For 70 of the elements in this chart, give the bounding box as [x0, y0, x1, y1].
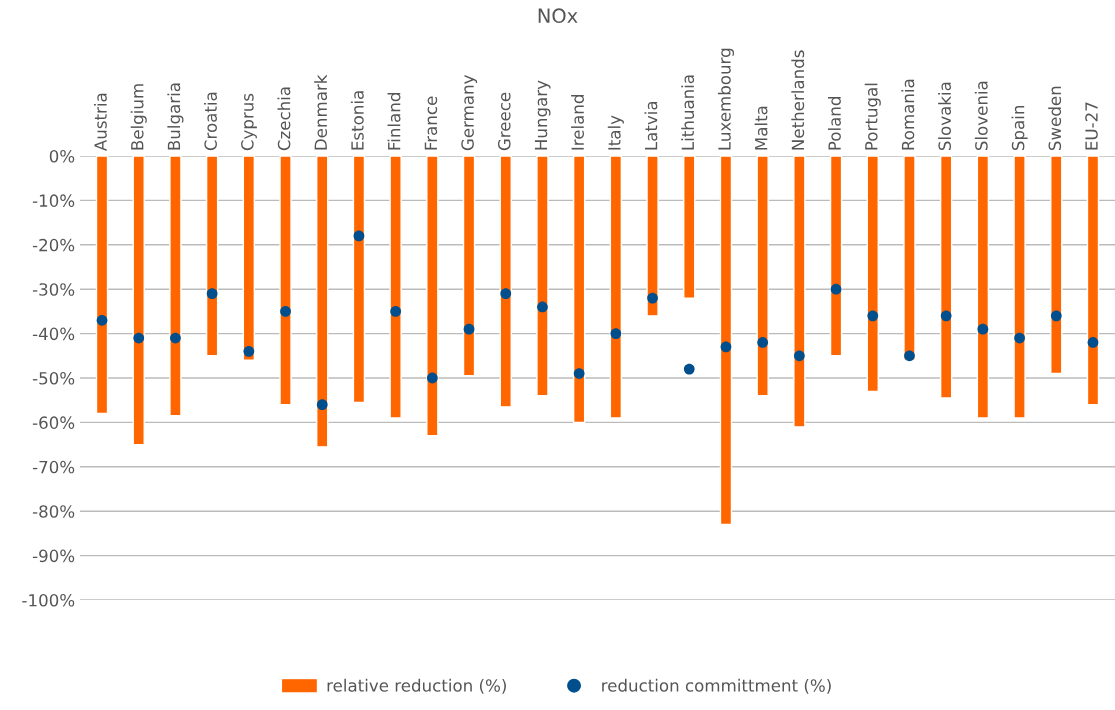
point: [280, 306, 291, 317]
point: [206, 288, 218, 300]
y-tick-label: 0%: [49, 149, 75, 163]
x-tick-label: Denmark: [314, 74, 328, 150]
x-tick-label: Czechia: [277, 87, 291, 151]
x-tick-label: Hungary: [534, 80, 551, 150]
point: [904, 350, 915, 362]
point: [316, 399, 328, 411]
point: [977, 323, 989, 335]
point: [647, 292, 658, 304]
x-tick-label: Greece: [497, 92, 511, 151]
point: [243, 345, 255, 357]
y-tick-label: -20%: [32, 238, 75, 252]
point: [610, 328, 622, 339]
x-tick-label: France: [424, 96, 438, 150]
point: [573, 368, 585, 379]
x-tick-label: Slovakia: [938, 82, 952, 151]
x-tick-label: EU-27: [1085, 102, 1098, 150]
y-tick-label: -90%: [32, 549, 75, 563]
x-tick-label: Italy: [607, 115, 624, 150]
x-tick-label: Netherlands: [791, 50, 805, 150]
x-tick-label: Malta: [754, 106, 768, 150]
point: [133, 332, 145, 344]
point: [793, 350, 805, 362]
y-tick-label: -50%: [32, 371, 75, 385]
x-tick-label: Spain: [1011, 105, 1028, 151]
point: [1087, 337, 1099, 348]
point: [463, 323, 475, 335]
x-tick-label: Portugal: [864, 83, 881, 150]
y-tick-label: -80%: [32, 505, 75, 518]
point: [390, 306, 402, 317]
x-tick-label: Latvia: [644, 101, 658, 150]
point: [757, 337, 769, 348]
x-tick-label: Luxembourg: [717, 48, 735, 150]
point: [537, 301, 548, 313]
point: [353, 230, 365, 242]
point: [1014, 332, 1025, 344]
legend-label: reduction committment (%): [602, 678, 831, 694]
y-tick-label: -30%: [32, 283, 75, 296]
y-tick-label: -60%: [32, 416, 75, 429]
x-tick-label: Croatia: [204, 92, 217, 151]
point: [940, 310, 952, 322]
x-tick-label: Belgium: [130, 84, 147, 150]
x-tick-label: Cyprus: [241, 93, 257, 151]
point: [96, 314, 108, 326]
x-tick-label: Austria: [93, 93, 107, 152]
x-tick-label: Estonia: [350, 91, 364, 150]
x-tick-label: Poland: [828, 97, 841, 150]
x-tick-label: Germany: [461, 75, 478, 151]
x-tick-label: Slovenia: [974, 81, 988, 151]
y-tick-label: -70%: [32, 460, 75, 474]
point: [720, 341, 732, 353]
x-tick-label: Lithuania: [681, 75, 695, 150]
point: [1050, 310, 1062, 322]
y-tick-label: -40%: [32, 327, 75, 341]
legend-label: relative reduction (%): [327, 678, 506, 694]
point: [830, 283, 842, 295]
x-tick-label: Sweden: [1048, 86, 1062, 151]
y-tick-label: -100%: [22, 593, 75, 607]
point: [683, 363, 695, 375]
x-tick-label: Ireland: [571, 95, 584, 150]
point: [170, 332, 181, 344]
point: [867, 310, 879, 322]
x-tick-label: Romania: [901, 79, 915, 150]
y-tick-label: -10%: [32, 194, 75, 207]
x-tick-label: Bulgaria: [167, 83, 184, 150]
chart-title: NOx: [538, 8, 578, 24]
x-tick-label: Finland: [387, 93, 401, 150]
point: [500, 288, 512, 300]
point: [426, 372, 438, 384]
